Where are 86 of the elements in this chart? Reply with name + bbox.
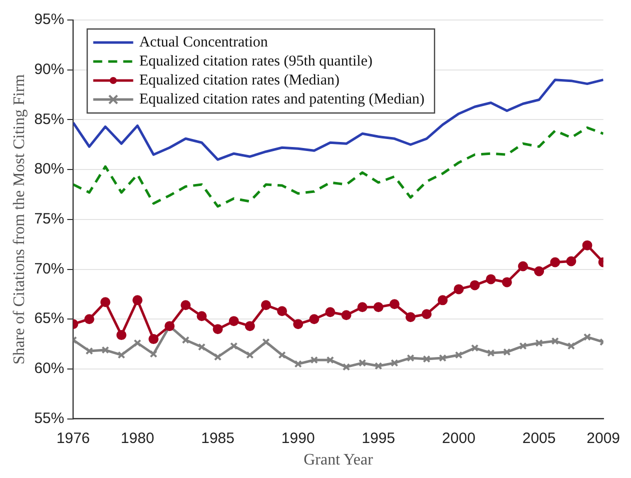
point (519, 342, 527, 350)
point (341, 310, 352, 320)
x-tick-label: 1985 (201, 430, 234, 447)
y-tick-label: 70% (34, 260, 64, 278)
point (582, 240, 592, 250)
point (358, 359, 366, 367)
point (260, 300, 271, 310)
x-tick-label: 1980 (120, 430, 154, 447)
point (277, 306, 288, 316)
point (230, 342, 238, 350)
point (502, 277, 512, 288)
y-tick-label: 65% (34, 310, 64, 328)
y-tick-label: 55% (34, 410, 64, 427)
point (406, 312, 416, 322)
x-tick-label: 1990 (281, 430, 315, 447)
point (486, 274, 496, 284)
y-tick-label: 90% (34, 60, 64, 78)
point (246, 351, 254, 359)
point (278, 351, 286, 359)
y-axis-title: Share of Citations from the Most Citing Firm (10, 74, 28, 365)
point (373, 302, 384, 312)
point (228, 316, 239, 326)
point (454, 351, 463, 359)
point (534, 266, 544, 276)
point (470, 280, 480, 290)
point (325, 307, 336, 318)
x-tick-label: 2000 (442, 430, 476, 447)
x-tick-label: 1976 (56, 430, 90, 447)
point (487, 349, 495, 357)
y-tick-label: 85% (34, 110, 64, 128)
point (567, 342, 576, 350)
point (342, 363, 350, 371)
legend-label: Equalized citation rates (95th quantile) (139, 53, 372, 70)
point (134, 339, 142, 347)
x-tick-label: 2005 (522, 430, 556, 447)
point (148, 334, 159, 344)
point (374, 362, 382, 370)
point (438, 354, 447, 362)
point (454, 284, 464, 294)
point (262, 338, 270, 346)
point (85, 347, 94, 355)
point (198, 343, 206, 351)
legend-label: Equalized citation rates and patenting (Median) (139, 91, 425, 108)
point (406, 354, 414, 362)
y-tick-label: 95% (34, 11, 64, 28)
point (84, 314, 94, 324)
point (116, 330, 126, 340)
point (583, 333, 592, 341)
point (100, 297, 110, 308)
x-tick-label: 1995 (362, 430, 396, 447)
point (470, 344, 479, 352)
point (309, 314, 320, 324)
y-tick-label: 60% (34, 360, 64, 378)
point (196, 311, 207, 322)
point (102, 346, 110, 354)
point (294, 360, 302, 368)
point (551, 337, 559, 345)
point (357, 302, 368, 312)
point (293, 319, 304, 330)
point (389, 299, 400, 310)
point (132, 295, 142, 306)
point (244, 321, 255, 332)
point (503, 348, 511, 356)
x-axis-title: Grant Year (304, 452, 374, 469)
point (422, 355, 430, 363)
line-series (73, 126, 604, 208)
point (180, 300, 191, 310)
point (182, 336, 190, 344)
point (566, 256, 576, 266)
point (150, 350, 158, 358)
point (326, 356, 334, 364)
point (438, 295, 448, 306)
point (518, 261, 528, 272)
legend-label: Actual Concentration (139, 34, 268, 50)
point (535, 339, 543, 347)
point (212, 324, 223, 334)
point (550, 257, 560, 268)
point (214, 353, 222, 361)
point (422, 309, 432, 320)
y-tick-label: 80% (34, 160, 64, 178)
legend-label: Equalized citation rates (Median) (139, 72, 340, 88)
point (390, 359, 398, 367)
point (118, 351, 126, 359)
x-tick-label: 2009 (586, 430, 620, 447)
point (310, 356, 318, 364)
y-tick-label: 75% (34, 210, 64, 228)
